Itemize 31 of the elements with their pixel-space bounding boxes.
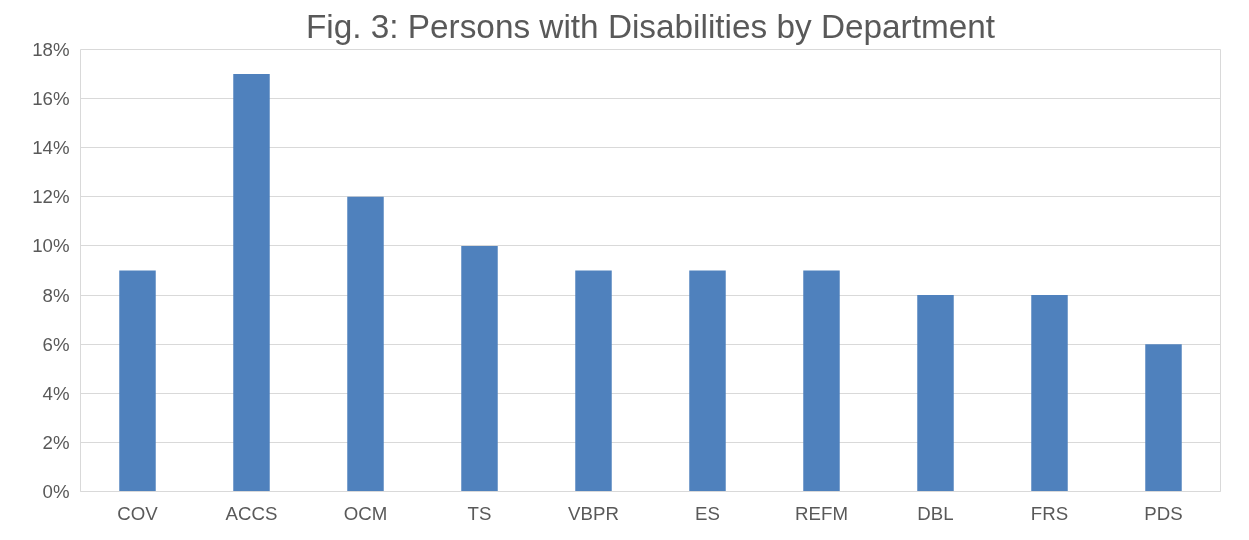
y-tick-label: 0%	[42, 481, 70, 502]
bar	[803, 270, 840, 492]
x-tick-label: DBL	[917, 502, 954, 524]
bar	[917, 295, 954, 492]
x-tick-label: ACCS	[225, 502, 278, 524]
bar	[119, 270, 156, 492]
y-tick-label: 10%	[32, 235, 70, 257]
bar	[233, 74, 270, 492]
bar	[1145, 344, 1182, 492]
x-tick-label: FRS	[1030, 502, 1069, 524]
x-tick-label: ES	[695, 502, 720, 524]
bar	[575, 270, 612, 492]
x-tick-label: PDS	[1144, 502, 1183, 524]
y-tick-label: 16%	[32, 88, 70, 110]
y-tick-label: 18%	[32, 39, 70, 60]
x-tick-label: VBPR	[568, 502, 619, 524]
bar	[689, 270, 726, 492]
bar	[461, 245, 498, 492]
x-tick-label: OCM	[343, 502, 388, 524]
y-tick-label: 12%	[32, 186, 70, 208]
x-tick-label: COV	[117, 502, 159, 524]
bar	[1031, 295, 1068, 492]
bar	[347, 196, 384, 492]
x-tick-label: REFM	[795, 502, 848, 524]
x-tick-label: TS	[467, 502, 492, 524]
y-tick-label: 8%	[42, 284, 70, 306]
y-tick-label: 14%	[32, 137, 70, 159]
y-tick-label: 2%	[42, 431, 70, 453]
chart-title: Fig. 3: Persons with Disabilities by Department	[305, 7, 996, 45]
y-tick-label: 4%	[42, 382, 70, 404]
y-tick-label: 6%	[42, 333, 70, 355]
